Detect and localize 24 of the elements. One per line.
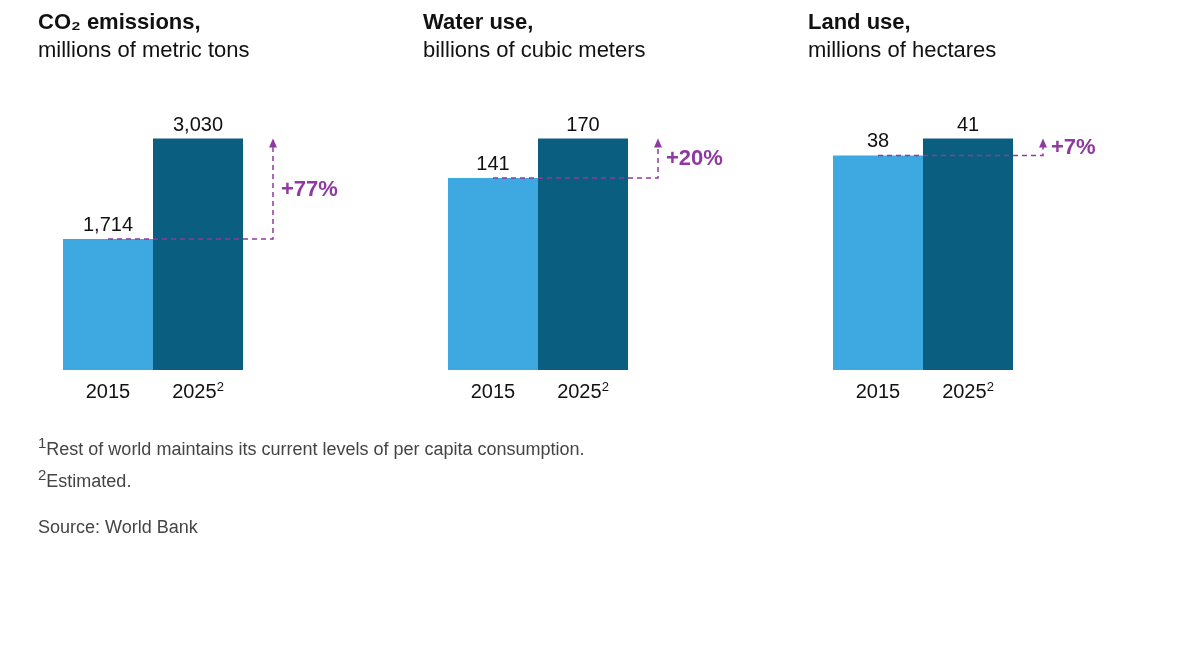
text: +7%: [1051, 133, 1096, 159]
text: $^{2}$Estimated.: [38, 465, 133, 493]
x-tick-label: 2025$^{2}$: [172, 378, 224, 402]
text: +77%: [281, 175, 338, 201]
data-label: 141: [476, 152, 510, 175]
chart-title: Water use,: [423, 8, 535, 36]
chart-title: CO₂ emissions,: [38, 8, 202, 36]
text: $^{1}$Rest of world maintains its current levels of per capita consumption.: [38, 433, 586, 461]
data-label: 38: [866, 129, 890, 152]
data-label: 1,714: [82, 213, 134, 236]
chart-subtitle: millions of hectares: [808, 36, 998, 64]
chart-subtitle: millions of metric tons: [38, 36, 251, 64]
x-tick-label: 2015: [470, 380, 516, 402]
data-label: 41: [956, 112, 980, 135]
x-tick-label: 2015: [85, 380, 131, 402]
source-note: Source: World Bank: [38, 516, 199, 539]
chart-title: Land use,: [808, 8, 912, 36]
x-tick-label: 2025$^{2}$: [942, 378, 994, 402]
chart-subtitle: billions of cubic meters: [423, 36, 647, 64]
data-label: 3,030: [172, 112, 224, 135]
data-label: 170: [566, 112, 600, 135]
x-tick-label: 2025$^{2}$: [557, 378, 609, 402]
text: +20%: [666, 145, 723, 171]
x-tick-label: 2015: [855, 380, 901, 402]
